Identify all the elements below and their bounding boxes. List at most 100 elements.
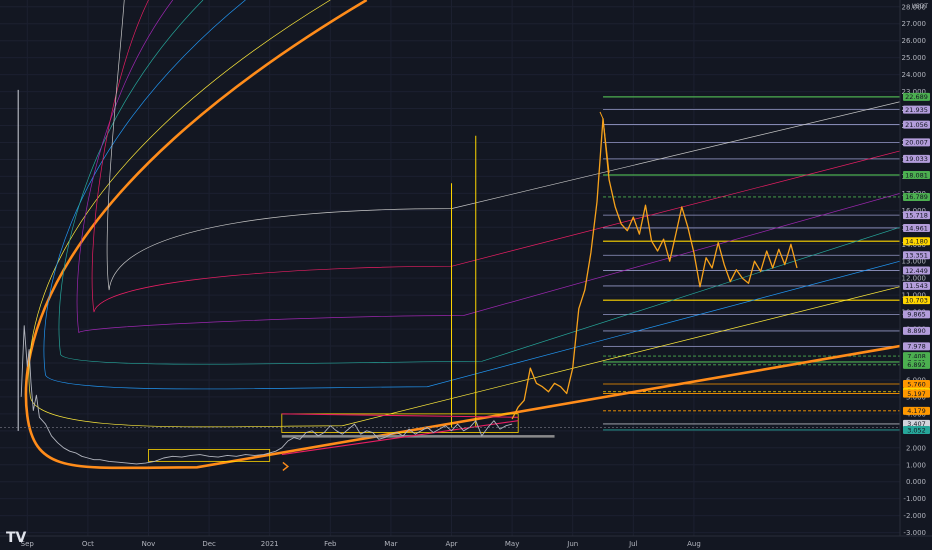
level-tag — [903, 251, 930, 260]
level-tag-label: 3.407 — [907, 420, 926, 428]
level-tag-label: 22.689 — [905, 93, 928, 101]
x-tick-label: Jul — [628, 540, 638, 548]
level-tag-label: 12.449 — [905, 267, 928, 275]
y-tick-label: 12.000 — [902, 275, 927, 283]
time-axis[interactable]: Sep Oct Nov Dec 2021 Feb Mar Apr May Jun Jul Aug — [21, 540, 701, 548]
level-tag — [903, 281, 930, 290]
y-tick-label: 27.000 — [902, 20, 927, 28]
level-tag-label: 14.961 — [905, 224, 928, 232]
level-tag-label: 19.033 — [905, 155, 928, 163]
level-tag-label: 7.978 — [907, 343, 926, 351]
price-wick — [599, 111, 610, 174]
curve-line — [24, 0, 901, 470]
level-tag — [903, 380, 930, 389]
level-tag — [903, 223, 930, 232]
level-tag-label: 11.543 — [905, 282, 928, 290]
y-tick-label: 26.000 — [902, 37, 927, 45]
x-tick-label: Dec — [202, 540, 216, 548]
y-tick-label: 24.000 — [902, 71, 927, 79]
x-tick-label: May — [505, 540, 519, 548]
level-tag — [903, 419, 930, 428]
level-tag — [903, 92, 930, 101]
level-tag-label: 7.408 — [907, 352, 926, 360]
y-tick-label: -1.000 — [903, 495, 926, 503]
time-axis-background — [0, 536, 932, 550]
level-tag-label: 4.179 — [907, 407, 926, 415]
level-tag — [903, 296, 930, 305]
level-tag-label: 16.789 — [905, 193, 928, 201]
curve-line — [106, 0, 901, 291]
curve-line — [28, 0, 901, 428]
x-tick-label: Oct — [82, 540, 94, 548]
x-tick-label: Aug — [687, 540, 701, 548]
trendline — [281, 420, 519, 456]
range-box — [281, 413, 519, 433]
level-tag — [903, 425, 930, 434]
trendlines — [281, 413, 519, 456]
level-tag — [903, 120, 930, 129]
y-tick-label: -2.000 — [903, 512, 926, 520]
level-tag — [903, 211, 930, 220]
y-tick-label: 28.000 — [902, 3, 927, 11]
level-tag-label: 15.718 — [905, 211, 928, 219]
level-tag-label: 21.935 — [905, 106, 928, 114]
curve-line — [43, 0, 901, 390]
curve-overlays — [24, 0, 901, 470]
horizontal-levels — [603, 96, 900, 431]
level-tag — [903, 105, 930, 114]
x-tick-label: Sep — [21, 540, 35, 548]
tradingview-logo-text: TV — [6, 530, 27, 546]
level-tag-label: 10.703 — [905, 296, 928, 304]
level-tag — [903, 138, 930, 147]
range-box — [148, 449, 271, 462]
level-tag — [903, 154, 930, 163]
level-tag — [903, 310, 930, 319]
y-tick-label: 0.000 — [906, 478, 926, 486]
level-tag-label: 5.760 — [907, 380, 926, 388]
x-tick-label: Nov — [142, 540, 156, 548]
y-tick-label: 2.000 — [906, 444, 926, 452]
level-tag-label: 6.892 — [907, 361, 926, 369]
level-tag-label: 20.007 — [905, 139, 928, 147]
x-tick-label: Mar — [384, 540, 397, 548]
price-line-late — [511, 118, 798, 420]
level-tag-label: 8.890 — [907, 327, 926, 335]
range-box — [281, 435, 555, 438]
level-tag — [903, 406, 930, 415]
level-tag — [903, 342, 930, 351]
level-tag-label: 18.081 — [905, 171, 928, 179]
y-tick-label: 13.000 — [902, 258, 927, 266]
x-tick-label: Jun — [566, 540, 578, 548]
tradingview-logo[interactable]: TV — [6, 530, 27, 546]
price-line-early — [20, 325, 513, 465]
x-tick-label: Feb — [324, 540, 337, 548]
range-boxes — [148, 413, 555, 462]
trendline — [281, 413, 519, 418]
level-tag — [903, 192, 930, 201]
level-tag — [903, 360, 930, 369]
level-tag — [903, 326, 930, 335]
y-tick-label: 25.000 — [902, 54, 927, 62]
currency-label: USDT — [912, 3, 929, 10]
level-price-tags: 22.689 21.935 21.056 20.007 19.033 18.081 16.7… — [903, 92, 930, 434]
price-series — [20, 111, 798, 465]
x-tick-label: 2021 — [261, 540, 279, 548]
y-tick-label: 23.000 — [902, 88, 927, 96]
level-tag — [903, 171, 930, 180]
level-tag — [903, 389, 930, 398]
level-tag-label: 14.180 — [905, 238, 928, 246]
level-tag — [903, 237, 930, 246]
gridlines — [0, 0, 900, 536]
level-tag — [903, 266, 930, 275]
y-tick-label: 11.000 — [902, 292, 927, 300]
cursor-marker — [282, 461, 289, 472]
level-tag-label: 9.865 — [907, 311, 926, 319]
y-tick-label: 1.000 — [906, 461, 926, 469]
crosshair — [0, 427, 900, 472]
level-tag-label: 3.052 — [907, 426, 926, 434]
y-tick-label: 16.000 — [902, 207, 927, 215]
price-axis-background — [900, 0, 932, 550]
level-tag-label: 21.056 — [905, 121, 928, 129]
vertical-lines — [17, 89, 477, 431]
